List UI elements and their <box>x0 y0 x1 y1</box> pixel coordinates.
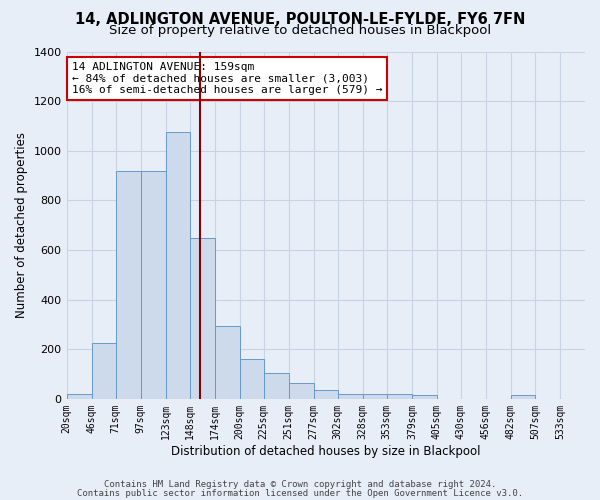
Bar <box>363 394 387 399</box>
Text: Contains HM Land Registry data © Crown copyright and database right 2024.: Contains HM Land Registry data © Crown c… <box>104 480 496 489</box>
Y-axis label: Number of detached properties: Number of detached properties <box>15 132 28 318</box>
Bar <box>412 395 437 399</box>
Text: Contains public sector information licensed under the Open Government Licence v3: Contains public sector information licen… <box>77 489 523 498</box>
X-axis label: Distribution of detached houses by size in Blackpool: Distribution of detached houses by size … <box>171 444 481 458</box>
Bar <box>338 394 363 399</box>
Bar <box>190 238 215 399</box>
Bar <box>314 390 338 399</box>
Text: Size of property relative to detached houses in Blackpool: Size of property relative to detached ho… <box>109 24 491 37</box>
Bar <box>215 326 239 399</box>
Bar <box>511 395 535 399</box>
Bar <box>140 170 166 399</box>
Bar <box>166 132 190 399</box>
Bar <box>239 359 264 399</box>
Bar <box>264 373 289 399</box>
Bar <box>116 170 140 399</box>
Bar <box>387 394 412 399</box>
Text: 14 ADLINGTON AVENUE: 159sqm
← 84% of detached houses are smaller (3,003)
16% of : 14 ADLINGTON AVENUE: 159sqm ← 84% of det… <box>72 62 382 95</box>
Bar <box>92 343 116 399</box>
Text: 14, ADLINGTON AVENUE, POULTON-LE-FYLDE, FY6 7FN: 14, ADLINGTON AVENUE, POULTON-LE-FYLDE, … <box>75 12 525 28</box>
Bar <box>289 382 314 399</box>
Bar <box>67 394 92 399</box>
